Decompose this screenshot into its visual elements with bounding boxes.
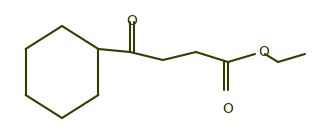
Text: O: O <box>258 45 269 59</box>
Text: O: O <box>223 102 233 116</box>
Text: O: O <box>126 14 138 28</box>
